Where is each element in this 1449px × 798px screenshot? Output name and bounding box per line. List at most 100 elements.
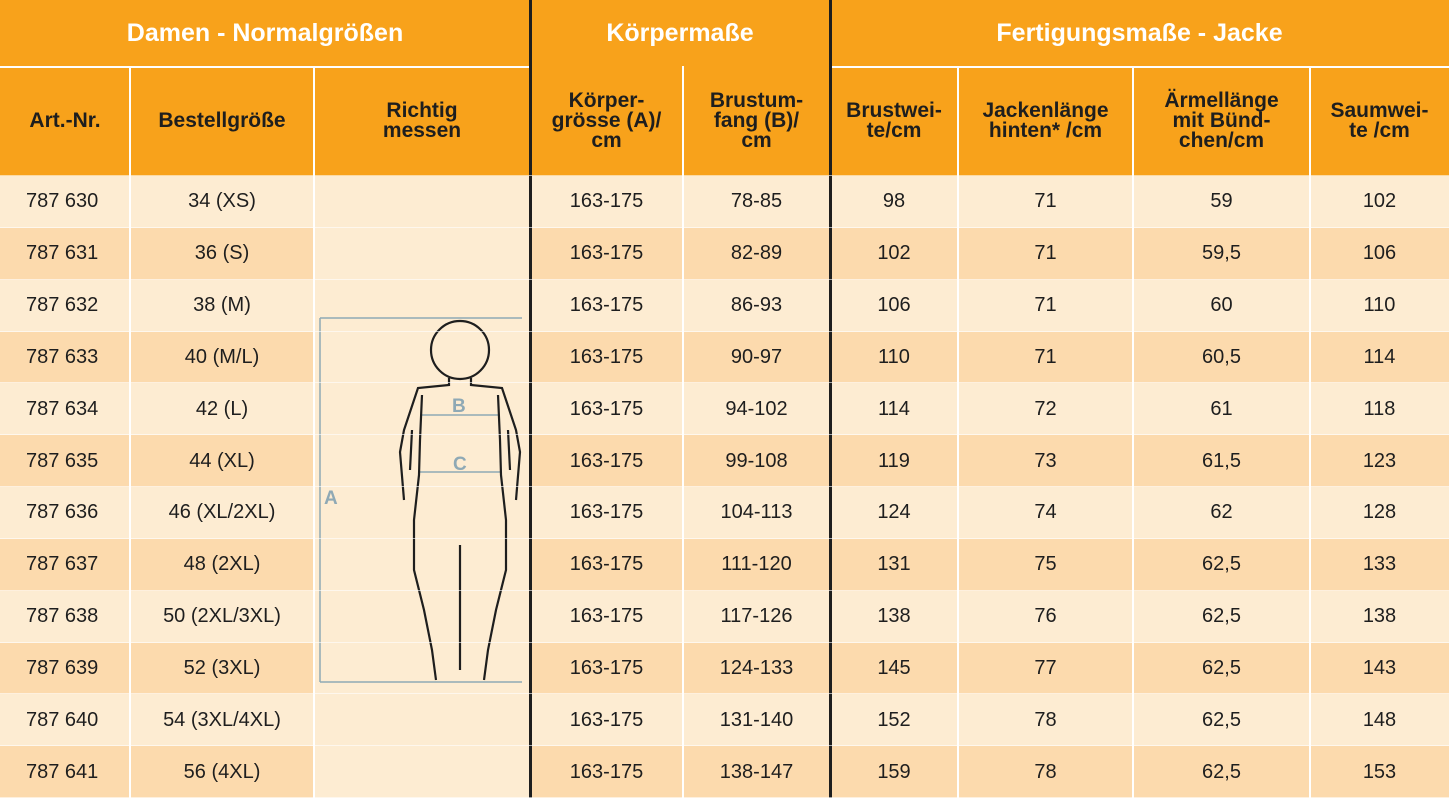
data-cell: 117-126 xyxy=(720,605,793,628)
data-cell: 787 631 xyxy=(26,242,99,265)
data-cell: 163-175 xyxy=(569,708,644,731)
column-header: Saumwei-te /cm xyxy=(1310,66,1449,176)
column-divider xyxy=(1309,66,1311,798)
row-bg xyxy=(0,746,1449,798)
data-cell: 787 630 xyxy=(26,190,99,213)
data-cell: 90-97 xyxy=(730,345,783,368)
data-cell: 78-85 xyxy=(730,190,783,213)
data-cell: 86-93 xyxy=(730,294,783,317)
column-divider xyxy=(129,66,131,798)
header-line: Bestellgröße xyxy=(158,109,286,132)
data-cell: 62,5 xyxy=(1202,605,1241,628)
column-header: Brustum-fang (B)/cm xyxy=(683,66,830,176)
data-cell: 62 xyxy=(1210,501,1233,524)
data-cell: 131 xyxy=(877,553,911,576)
data-cell: 61,5 xyxy=(1202,449,1241,472)
data-cell: 787 635 xyxy=(26,449,99,472)
header-line: Art.-Nr. xyxy=(29,109,101,132)
row-divider xyxy=(0,537,1449,539)
row-bg xyxy=(0,331,1449,384)
group-header: Damen - Normalgrößen xyxy=(0,0,530,66)
data-cell: 163-175 xyxy=(569,656,644,679)
data-cell: 76 xyxy=(1034,605,1057,628)
data-cell: 163-175 xyxy=(569,397,644,420)
data-cell: 148 xyxy=(1362,708,1397,731)
data-cell: 78 xyxy=(1034,708,1057,731)
data-cell: 163-175 xyxy=(569,449,644,472)
header-line: grösse (A)/ xyxy=(551,109,662,132)
data-cell: 62,5 xyxy=(1202,553,1241,576)
data-cell: 110 xyxy=(878,345,910,368)
header-line: cm xyxy=(591,129,622,152)
data-cell: 787 632 xyxy=(26,294,99,317)
data-cell: 787 636 xyxy=(26,501,99,524)
data-cell: 138-147 xyxy=(719,760,794,783)
data-cell: 114 xyxy=(878,397,910,420)
row-divider xyxy=(0,693,1449,695)
data-cell: 71 xyxy=(1034,190,1057,213)
data-cell: 138 xyxy=(1362,605,1397,628)
row-bg xyxy=(0,279,1449,332)
data-cell: 145 xyxy=(877,656,911,679)
data-cell: 82-89 xyxy=(730,242,783,265)
data-cell: 56 (4XL) xyxy=(183,760,261,783)
row-divider xyxy=(0,641,1449,643)
row-bg xyxy=(0,538,1449,591)
group-divider xyxy=(829,0,832,798)
data-cell: 124-133 xyxy=(719,656,794,679)
column-header: Bestellgröße xyxy=(130,66,314,176)
data-cell: 152 xyxy=(877,708,911,731)
row-bg xyxy=(0,227,1449,280)
data-cell: 50 (2XL/3XL) xyxy=(163,605,281,628)
data-cell: 787 639 xyxy=(26,656,99,679)
figure-column xyxy=(314,176,530,798)
header-line: Brustum- xyxy=(709,89,804,112)
row-divider xyxy=(0,330,1449,332)
row-divider xyxy=(0,589,1449,591)
group-divider xyxy=(529,0,532,798)
column-header: Art.-Nr. xyxy=(0,66,130,176)
header-divider xyxy=(830,66,1449,68)
row-bg xyxy=(0,694,1449,747)
data-cell: 131-140 xyxy=(719,708,794,731)
data-cell: 40 (M/L) xyxy=(184,345,260,368)
data-cell: 104-113 xyxy=(720,501,793,524)
data-cell: 62,5 xyxy=(1202,760,1241,783)
data-cell: 163-175 xyxy=(569,190,644,213)
data-cell: 94-102 xyxy=(725,397,788,420)
data-cell: 102 xyxy=(1362,190,1397,213)
column-divider xyxy=(1132,66,1134,798)
data-cell: 73 xyxy=(1034,449,1057,472)
data-cell: 74 xyxy=(1034,501,1057,524)
data-cell: 59 xyxy=(1210,190,1233,213)
data-cell: 138 xyxy=(877,605,911,628)
row-divider xyxy=(0,278,1449,280)
data-cell: 38 (M) xyxy=(193,294,251,317)
data-cell: 72 xyxy=(1034,397,1057,420)
data-cell: 163-175 xyxy=(569,242,644,265)
header-line: Saumwei- xyxy=(1330,99,1429,122)
data-cell: 787 633 xyxy=(26,345,99,368)
data-cell: 71 xyxy=(1034,294,1057,317)
row-bg xyxy=(0,435,1449,487)
data-cell: 54 (3XL/4XL) xyxy=(163,708,281,731)
data-cell: 52 (3XL) xyxy=(183,656,261,679)
column-header: Jackenlänge hinten* /cm xyxy=(958,66,1133,176)
data-cell: 159 xyxy=(877,760,911,783)
data-cell: 71 xyxy=(1034,345,1057,368)
row-bg xyxy=(0,642,1449,695)
header-divider xyxy=(0,66,530,68)
data-cell: 99-108 xyxy=(725,449,788,472)
header-line: fang (B)/ xyxy=(713,109,800,132)
data-cell: 62,5 xyxy=(1202,656,1241,679)
data-cell: 118 xyxy=(1363,397,1396,420)
column-header: Brustwei-te/cm xyxy=(830,66,958,176)
data-cell: 163-175 xyxy=(569,553,644,576)
data-cell: 163-175 xyxy=(569,760,644,783)
data-cell: 133 xyxy=(1362,553,1397,576)
header-line: Richtig xyxy=(386,99,458,122)
header-line: cm xyxy=(741,129,772,152)
row-divider xyxy=(0,175,1449,176)
header-line: Brustwei- xyxy=(846,99,942,122)
